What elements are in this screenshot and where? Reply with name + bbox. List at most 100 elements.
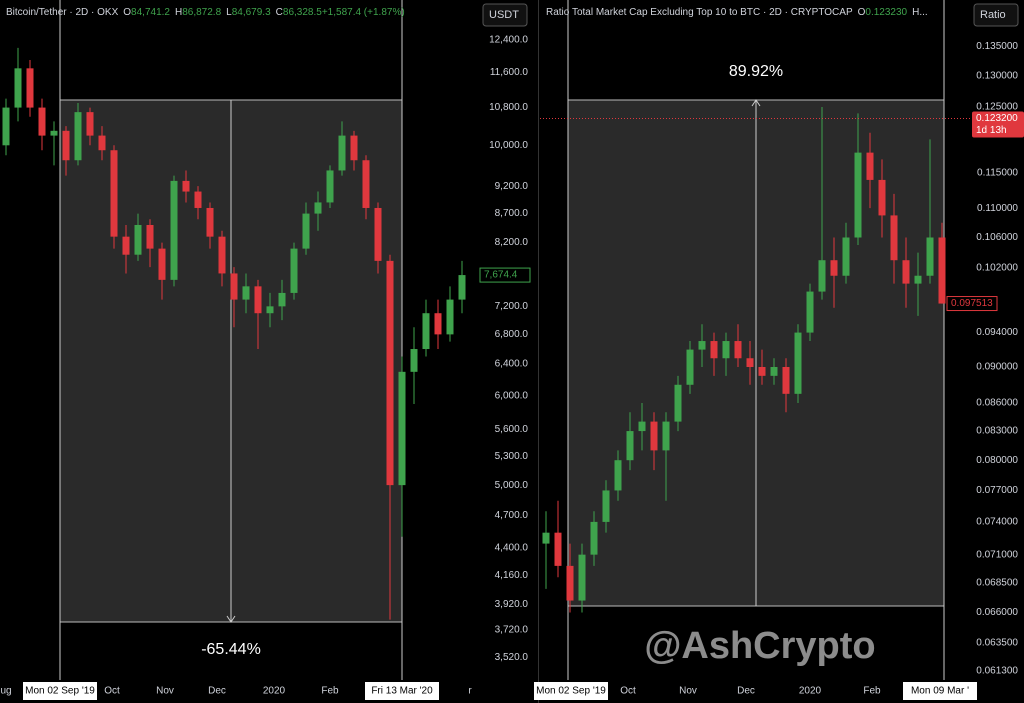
candle-body [446,299,454,335]
y-tick-label: 5,600.0 [495,424,529,435]
candle-body [722,341,730,359]
candle-body [746,358,754,367]
candle-body [734,341,742,359]
y-tick-label: 6,000.0 [495,390,529,401]
candle-body [710,341,718,359]
candle-body [158,248,166,280]
candle-body [206,207,214,237]
chart-title: Ratio Total Market Cap Excluding Top 10 … [546,7,853,18]
y-tick-label: 9,200.0 [495,181,529,192]
ohlc-label: H [175,7,182,18]
y-tick-label: 8,200.0 [495,237,529,248]
ohlc-value: 84,679.3 [232,7,271,18]
y-tick-label: 0.094000 [976,327,1018,338]
candle-body [278,292,286,307]
x-tick-label: 2020 [799,686,822,697]
y-tick-label: 0.061300 [976,666,1018,677]
y-tick-label: 0.086000 [976,398,1018,409]
candle-body [230,273,238,300]
candle-body [362,160,370,208]
candle-body [578,554,586,601]
y-tick-label: 0.090000 [976,362,1018,373]
chart-header: Ratio Total Market Cap Excluding Top 10 … [546,7,928,18]
y-tick-label: 5,000.0 [495,480,529,491]
candle-body [542,532,550,544]
candle-body [830,260,838,276]
y-tick-label: 0.080000 [976,455,1018,466]
candle-body [854,152,862,238]
candle-body [254,286,262,314]
candle-body [698,341,706,350]
candle-body [806,291,814,333]
candle-body [674,384,682,422]
y-tick-label: 0.102000 [976,263,1018,274]
y-tick-label: 0.115000 [977,168,1018,179]
x-label-box [903,682,977,700]
ohlc-label: L [226,7,232,18]
ohlc-value: 86,872.8 [182,7,221,18]
y-tick-label: 0.083000 [976,426,1018,437]
candle-body [794,332,802,394]
y-tick-label: 5,300.0 [495,451,529,462]
y-tick-label: 7,200.0 [495,301,529,312]
candle-body [890,215,898,261]
y-tick-label: 0.077000 [976,485,1018,496]
candle-body [170,180,178,280]
candle-body [122,236,130,255]
ohlc-value: +1,587.4 (+1.87%) [322,7,405,18]
x-tick-label: Fri 13 Mar '20 [371,686,433,697]
y-tick-label: 0.125000 [976,102,1018,113]
candle-body [242,286,250,300]
ohlc-value: 0.123230 [865,7,907,18]
watermark: @AshCrypto [644,625,875,667]
y-tick-label: 0.110000 [977,203,1018,214]
x-tick-label: Dec [737,686,755,697]
candle-body [422,313,430,350]
x-tick-label: ug [0,686,11,697]
y-tick-label: 6,400.0 [495,359,529,370]
axis-button[interactable] [482,3,528,27]
x-label-box [534,682,608,700]
candle-body [26,68,34,108]
ohlc-label: O [858,7,866,18]
candle-body [866,152,874,180]
chart-title: Bitcoin/Tether · 2D · OKX [6,7,119,18]
countdown-label: 1d 13h [976,125,1007,136]
candle-body [338,135,346,171]
candle-body [110,150,118,237]
y-tick-label: 4,700.0 [495,510,529,521]
candle-body [770,366,778,376]
candle-body [266,306,274,314]
axis-button[interactable] [973,3,1019,27]
last-price-label: 0.097513 [951,298,993,309]
candle-body [302,213,310,249]
chart-pane: -65.44% 12,400.0 11,600.0 10,800.0 10,000.0 9… [0,0,531,700]
candle-body [926,237,934,276]
candle-body [686,349,694,385]
x-label-box [365,682,439,700]
candle-body [842,237,850,276]
x-tick-label: 2020 [263,686,286,697]
x-tick-label: Mon 02 Sep '19 [536,686,606,697]
y-tick-label: 0.066000 [976,607,1018,618]
candle-body [782,366,790,394]
candle-body [386,260,394,486]
y-tick-label: 6,800.0 [495,329,529,340]
y-tick-label: 10,000.0 [489,140,528,151]
candle-body [374,207,382,261]
candle-body [638,421,646,432]
candle-body [758,366,766,376]
y-tick-label: 0.071000 [976,549,1018,560]
x-label-box [23,682,97,700]
x-tick-label: Nov [679,686,697,697]
candle-body [662,421,670,451]
y-tick-label: 4,160.0 [495,570,529,581]
x-tick-label: Mon 02 Sep '19 [25,686,95,697]
y-tick-label: 0.135000 [976,41,1018,52]
y-tick-label: 3,720.0 [495,625,529,636]
candle-body [914,275,922,284]
last-price-label: 7,674.4 [484,270,518,281]
candle-body [62,130,70,161]
ohlc-label: O [123,7,131,18]
